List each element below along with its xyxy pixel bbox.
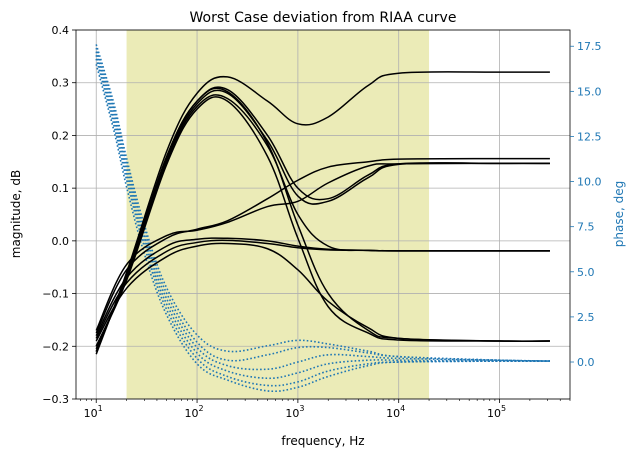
x-tick-label: 103 [285,404,304,420]
y-tick-label: 0.1 [52,182,70,195]
y-tick-label: 0.2 [52,129,70,142]
magnitude-series-line [95,157,550,334]
magnitude-series-line [95,242,550,342]
phase-series-line [95,51,550,371]
magnitude-series-line [95,71,550,355]
x-axis-label: frequency, Hz [281,434,364,448]
phase-series-group [95,44,550,393]
y2-tick-label: 5.0 [577,266,595,279]
x-tick-label: 101 [84,404,103,420]
phase-series-line [95,55,550,380]
chart-title: Worst Case deviation from RIAA curve [190,10,457,26]
y-tick-label: −0.3 [42,393,69,406]
y-tick-label: 0.4 [52,24,70,37]
y-tick-label: 0.0 [52,235,70,248]
y-axis-label: magnitude, dB [9,170,23,258]
y2-tick-label: 12.5 [577,130,602,143]
x-tick-label: 105 [487,404,506,420]
y2-tick-label: 10.0 [577,176,602,189]
y-tick-label: −0.1 [42,288,69,301]
magnitude-series-line [95,96,550,347]
x-tick-label: 104 [386,404,405,420]
y2-axis-label: phase, deg [612,181,626,247]
y2-tick-label: 15.0 [577,85,602,98]
y-tick-label: −0.2 [42,340,69,353]
magnitude-series-group [95,71,550,355]
phase-series-line [95,58,550,387]
axes: 101 102 103 104 105 −0.3 −0.2 −0.1 0.0 0.1 0.2 0.3 0… [42,24,601,420]
y2-tick-label: 7.5 [577,221,595,234]
phase-series-line [95,47,550,362]
y2-tick-label: 2.5 [577,311,595,324]
y-tick-label: 0.3 [52,77,70,90]
y2-tick-label: 17.5 [577,40,602,53]
plot-frame [75,29,571,400]
magnitude-series-line [95,237,550,337]
x-tick-label: 102 [185,404,204,420]
y2-tick-label: 0.0 [577,356,595,369]
magnitude-series-line [95,162,550,331]
